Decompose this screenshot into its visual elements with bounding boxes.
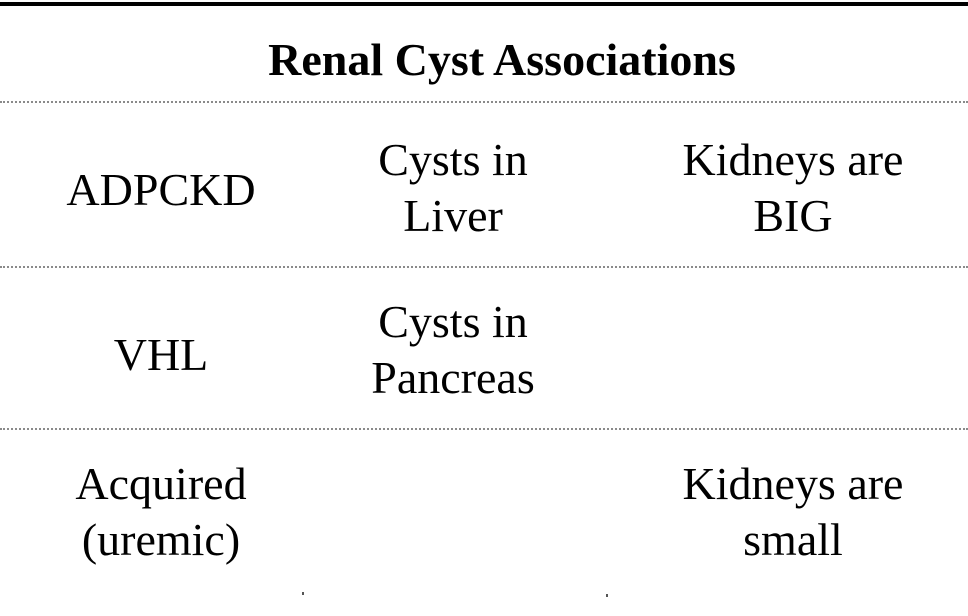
row2-cysts-line2: Pancreas — [371, 352, 535, 403]
row2-condition: VHL — [0, 327, 322, 383]
row1-cysts-line2: Liver — [403, 190, 503, 241]
row2-condition-line1: VHL — [113, 329, 209, 380]
row1-kidneys: Kidneys are BIG — [632, 132, 954, 244]
row2-cysts: Cysts in Pancreas — [292, 294, 614, 406]
row1-cysts: Cysts in Liver — [292, 132, 614, 244]
row2-cysts-line1: Cysts in — [378, 296, 528, 347]
slide-title: Renal Cyst Associations — [268, 34, 736, 85]
divider-after-row1 — [0, 266, 968, 268]
row1-condition: ADPCKD — [0, 162, 322, 218]
divider-after-title — [0, 101, 968, 103]
row1-kidneys-line1: Kidneys are — [682, 134, 904, 185]
tick-mark — [606, 594, 608, 597]
tick-mark — [302, 592, 304, 595]
row3-condition-line2: (uremic) — [81, 514, 241, 565]
row3-condition-line1: Acquired — [75, 458, 247, 509]
top-rule — [0, 2, 968, 6]
row1-cysts-line1: Cysts in — [378, 134, 528, 185]
row1-condition-line1: ADPCKD — [66, 164, 256, 215]
row3-kidneys-line1: Kidneys are — [682, 458, 904, 509]
row3-kidneys-line2: small — [743, 514, 843, 565]
divider-after-row2 — [0, 428, 968, 430]
row3-condition: Acquired (uremic) — [0, 456, 322, 568]
row1-kidneys-line2: BIG — [753, 190, 833, 241]
row3-kidneys: Kidneys are small — [632, 456, 954, 568]
